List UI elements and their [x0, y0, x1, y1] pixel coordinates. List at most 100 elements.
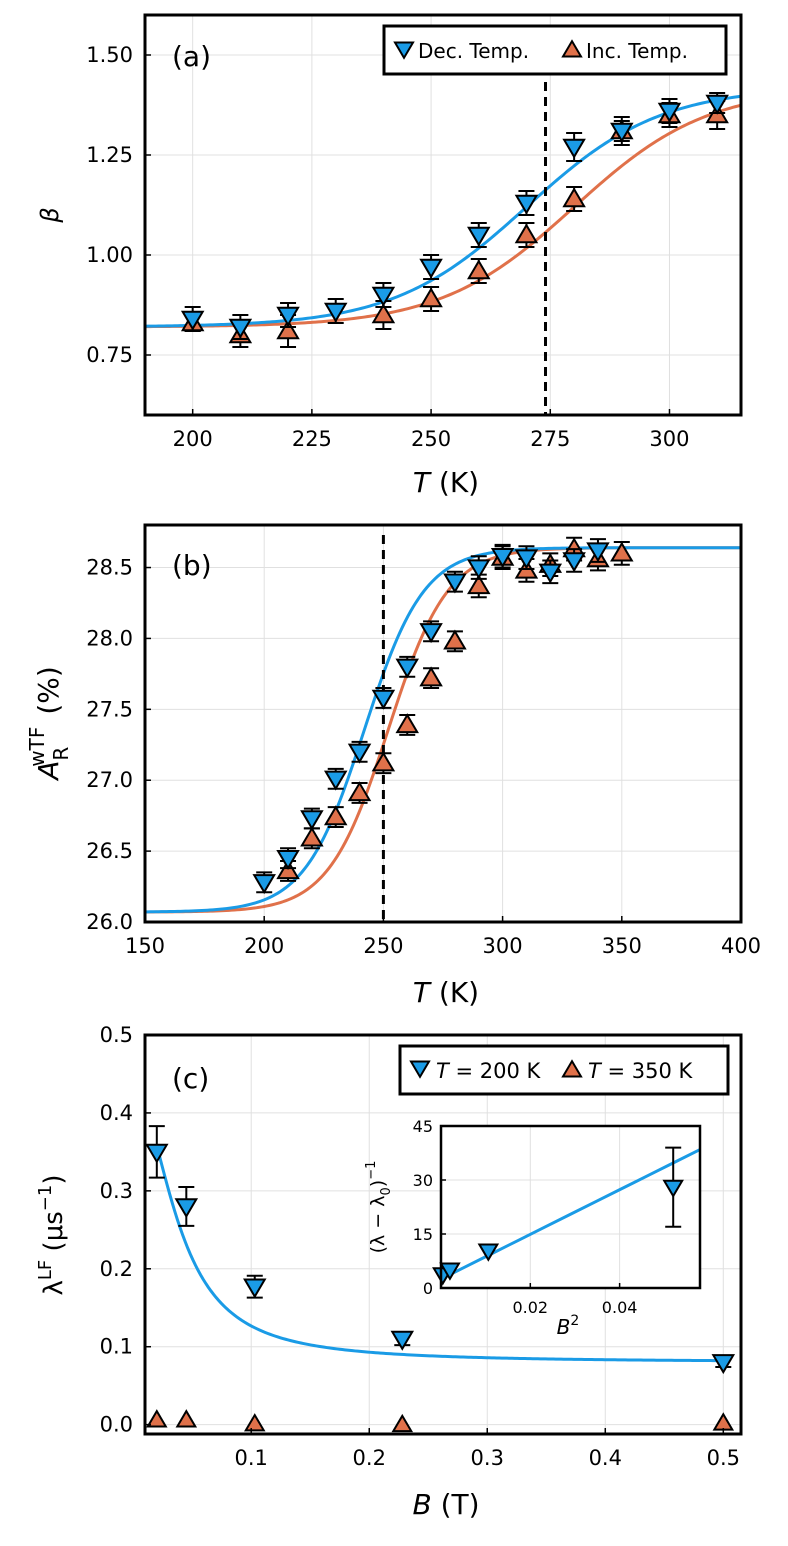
- data-marker-down: [180, 310, 205, 331]
- data-marker-up: [419, 666, 443, 687]
- data-marker-up: [610, 541, 634, 562]
- x-axis-label: T (K): [413, 976, 479, 1009]
- legend-entry-350K: T = 350 K: [588, 1059, 694, 1083]
- inset-y-tick-label: 15: [413, 1225, 433, 1244]
- data-marker-down: [228, 318, 253, 339]
- x-axis-variable: T: [413, 976, 432, 1009]
- inset-data-marker: [439, 1262, 461, 1281]
- data-marker-up: [443, 629, 467, 650]
- legend-variable: T: [436, 1059, 451, 1083]
- data-marker-up: [391, 1413, 414, 1433]
- y-axis-variable: λ: [39, 1280, 69, 1295]
- data-marker-down: [562, 552, 586, 573]
- space: [449, 1059, 456, 1083]
- panel-a: 200 225 250 275 300 0.75 1.00 1.25 1.50 (a) β T (K)…: [36, 13, 743, 499]
- y-axis-variable: A: [32, 761, 65, 782]
- data-marker-down: [323, 770, 348, 791]
- data-marker-up: [712, 1412, 735, 1431]
- space: [430, 466, 439, 499]
- data-marker-down: [276, 849, 300, 870]
- data-marker-up: [323, 805, 348, 826]
- x-tick-label: 0.2: [353, 1446, 386, 1470]
- space: [601, 1059, 608, 1083]
- legend-box: [398, 1044, 730, 1096]
- y-axis-label: ARwTF (%): [25, 666, 73, 782]
- data-marker-down: [490, 547, 515, 568]
- data-marker-up: [514, 223, 539, 244]
- panel-label: (a): [172, 40, 211, 73]
- y-axis-unit-close: ): [39, 1175, 69, 1185]
- data-marker-down: [711, 1354, 736, 1375]
- y-axis-unit: (%): [32, 666, 65, 714]
- panel-label: (c): [172, 1062, 209, 1095]
- y-axis-label: λLF (μs−1): [35, 1175, 69, 1296]
- x-tick-label: 225: [292, 427, 332, 451]
- space: [39, 1251, 69, 1259]
- data-marker-down: [514, 549, 539, 570]
- y-tick-label: 0.0: [100, 1413, 133, 1437]
- data-marker-up: [467, 574, 491, 595]
- y-axis-label: β: [36, 207, 64, 223]
- y-tick-label: 27.0: [86, 768, 133, 792]
- legend-entry-dec: Dec. Temp.: [418, 39, 529, 63]
- y-axis-unit: (μs: [39, 1211, 69, 1251]
- y-tick-label: 28.0: [86, 626, 133, 650]
- data-marker-down: [145, 1143, 169, 1164]
- inset-frame: [439, 1124, 702, 1290]
- inset-x-axis-label: B2: [557, 1313, 580, 1339]
- data-marker-down: [586, 542, 610, 563]
- y-tick-label: 1.25: [86, 143, 133, 167]
- fit-curve-inc: [144, 546, 741, 914]
- legend-box: [382, 24, 728, 76]
- x-tick-label: 350: [602, 934, 642, 958]
- x-tick-label: 400: [721, 934, 761, 958]
- data-marker-down: [657, 102, 682, 123]
- x-tick-label: 150: [125, 934, 165, 958]
- x-axis-label: T (K): [413, 466, 479, 499]
- fit-curve-200K: [155, 1145, 724, 1363]
- data-marker-down: [467, 559, 491, 580]
- data-marker-up: [395, 713, 419, 734]
- plot-frame: [143, 523, 743, 924]
- data-marker-down: [705, 94, 729, 115]
- fit-curve-dec: [144, 94, 742, 328]
- y-axis-subscript: R: [49, 747, 73, 761]
- inset-x-tick-label: 0.02: [512, 1298, 548, 1317]
- y-axis-unit-superscript: −1: [35, 1185, 56, 1212]
- fit-curve-dec: [144, 546, 741, 914]
- inset-background: [441, 1126, 700, 1288]
- legend-marker-inc: [561, 39, 583, 58]
- inset-y-main: (λ − λ: [367, 1195, 389, 1253]
- x-tick-label: 300: [649, 427, 689, 451]
- data-marker-down: [300, 810, 324, 831]
- panel-b: 150 200 250 300 350 400 26.0 26.5 27.0 27.5 28.0 28…: [25, 523, 761, 1009]
- x-tick-label: 0.3: [471, 1446, 504, 1470]
- legend-marker-350K: [561, 1059, 583, 1078]
- plot-frame: [143, 1033, 743, 1436]
- data-marker-down: [276, 306, 300, 327]
- y-tick-label: 27.5: [86, 697, 133, 721]
- space: [432, 1488, 441, 1521]
- y-tick-label: 26.5: [86, 839, 133, 863]
- data-marker-down: [538, 563, 563, 584]
- data-marker-down: [467, 226, 491, 247]
- data-marker-down: [390, 1330, 415, 1351]
- data-marker-down: [514, 194, 539, 215]
- data-marker-down: [610, 122, 634, 143]
- x-tick-label: 200: [244, 934, 284, 958]
- data-marker-up: [347, 781, 372, 802]
- inset-y-close: ): [367, 1180, 389, 1187]
- inset-y-tick-label: 45: [413, 1117, 433, 1136]
- inset-y-superscript: −1: [364, 1161, 379, 1180]
- y-axis-superscript: wTF: [25, 727, 49, 767]
- x-axis-unit: (K): [439, 466, 479, 499]
- x-tick-label: 0.4: [589, 1446, 622, 1470]
- x-tick-label: 250: [363, 934, 403, 958]
- x-axis-unit: (K): [439, 976, 479, 1009]
- data-marker-up: [146, 1409, 168, 1428]
- panel-label: (b): [172, 549, 212, 582]
- data-marker-up: [562, 187, 586, 208]
- data-marker-up: [244, 1413, 266, 1432]
